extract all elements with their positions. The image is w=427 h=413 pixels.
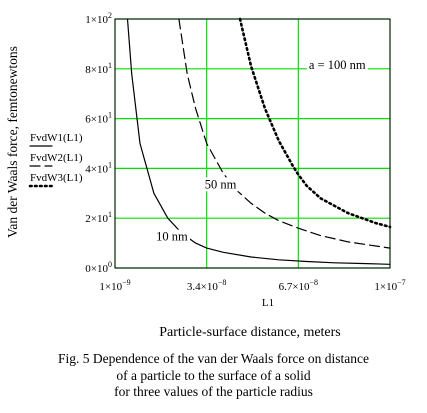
y-axis-title: Van der Waals force, femtonewtons <box>5 46 20 238</box>
annotation-background <box>154 229 191 244</box>
annotation-3: 10 nm <box>156 230 188 244</box>
legend-label-3: FvdW3(L1) <box>30 172 83 184</box>
x-axis-variable: L1 <box>262 297 274 309</box>
annotation-2: 50 nm <box>205 177 237 191</box>
figure-caption: Fig. 5 Dependence of the van der Waals f… <box>0 351 427 401</box>
y-tick-label: 0×100 <box>85 260 112 275</box>
x-tick-label: 1×10−7 <box>374 278 405 293</box>
y-tick-label: 2×101 <box>85 210 112 225</box>
legend: FvdW1(L1) FvdW2(L1) FvdW3(L1) <box>28 132 83 188</box>
annotations: a = 100 nm 50 nm 10 nm <box>154 57 368 244</box>
annotation-background <box>306 57 368 72</box>
y-tick-label: 6×101 <box>85 111 112 126</box>
annotation-1: a = 100 nm <box>309 58 366 72</box>
x-tick-label: 1×10−9 <box>99 278 130 293</box>
x-tick-label: 3.4×10−8 <box>187 278 226 293</box>
legend-label-2: FvdW2(L1) <box>30 152 83 164</box>
caption-line-1: Fig. 5 Dependence of the van der Waals f… <box>58 351 369 366</box>
y-tick-label: 1×102 <box>85 11 112 26</box>
tick-labels: 0×100 2×101 4×101 6×101 8×101 1×102 1×10−9 3.4×… <box>85 11 405 293</box>
x-tick-label: 6.7×10−8 <box>279 278 318 293</box>
y-tick-label: 8×101 <box>85 61 112 76</box>
x-axis-title: Particle-surface distance, meters <box>159 325 341 340</box>
chart: 0×100 2×101 4×101 6×101 8×101 1×102 1×10−9 3.4×… <box>5 11 406 340</box>
legend-label-1: FvdW1(L1) <box>30 132 83 144</box>
plot-area-frame <box>114 18 391 269</box>
series-line-2 <box>178 18 391 249</box>
series-line-3 <box>238 17 392 229</box>
series-line-1 <box>126 18 391 265</box>
caption-line-3: for three values of the particle radius <box>114 384 313 399</box>
y-tick-label: 4×101 <box>85 160 112 175</box>
caption-line-2: of a particle to the surface of a solid <box>116 367 311 383</box>
series-group <box>126 17 392 265</box>
annotation-background <box>202 177 239 192</box>
